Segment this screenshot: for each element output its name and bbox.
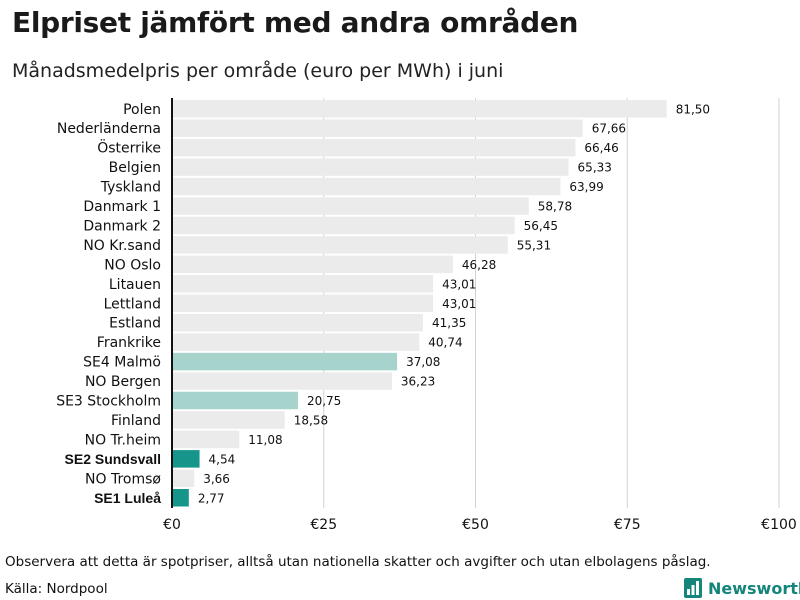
value-label: 43,01 xyxy=(442,297,476,311)
value-label: 20,75 xyxy=(307,394,341,408)
category-label: Finland xyxy=(111,413,161,429)
bar xyxy=(172,138,576,157)
bar xyxy=(172,430,240,449)
category-label: Polen xyxy=(123,102,161,118)
category-label: SE4 Malmö xyxy=(83,355,161,371)
x-tick-label: €100 xyxy=(761,517,797,533)
value-label: 81,50 xyxy=(676,102,710,116)
value-label: 37,08 xyxy=(406,355,440,369)
bar xyxy=(172,391,298,410)
category-label: NO Kr.sand xyxy=(83,238,161,254)
x-tick-label: €0 xyxy=(163,517,181,533)
bar xyxy=(172,236,508,254)
category-label: Belgien xyxy=(109,160,161,176)
value-label: 43,01 xyxy=(442,277,476,291)
category-label: Tyskland xyxy=(100,180,161,196)
value-label: 56,45 xyxy=(524,219,558,233)
bar xyxy=(172,352,398,371)
bar xyxy=(172,489,189,507)
category-label: Estland xyxy=(109,316,161,332)
category-label: NO Oslo xyxy=(104,257,161,273)
bar xyxy=(172,119,583,137)
value-label: 66,46 xyxy=(584,141,618,155)
newsworthy-logo-icon xyxy=(684,578,702,598)
value-label: 2,77 xyxy=(198,491,225,505)
x-tick-label: €25 xyxy=(310,517,337,533)
category-label: SE1 Luleå xyxy=(94,490,161,506)
bar xyxy=(172,333,420,351)
bar xyxy=(172,255,453,274)
chart-subtitle: Månadsmedelpris per område (euro per MWh… xyxy=(12,60,504,82)
value-label: 46,28 xyxy=(462,258,496,272)
bar xyxy=(172,197,529,215)
category-label: Frankrike xyxy=(97,335,161,351)
x-tick-label: €50 xyxy=(462,517,489,533)
category-label: NO Tromsø xyxy=(85,471,161,487)
value-label: 58,78 xyxy=(538,200,572,214)
category-label: NO Bergen xyxy=(85,374,161,390)
bar xyxy=(172,216,515,235)
bar xyxy=(172,450,200,468)
value-label: 4,54 xyxy=(209,452,236,466)
value-label: 40,74 xyxy=(428,336,462,350)
category-label: Litauen xyxy=(109,277,161,293)
value-label: 67,66 xyxy=(592,122,626,136)
chart-title: Elpriset jämfört med andra områden xyxy=(12,6,579,39)
category-label: Danmark 2 xyxy=(83,218,161,234)
category-label: Nederländerna xyxy=(57,121,161,137)
value-label: 55,31 xyxy=(517,238,551,252)
value-label: 63,99 xyxy=(569,180,603,194)
category-label: Lettland xyxy=(104,296,161,312)
bar xyxy=(172,275,434,293)
value-label: 65,33 xyxy=(578,161,612,175)
footnote: Observera att detta är spotpriser, allts… xyxy=(5,554,711,570)
value-label: 36,23 xyxy=(401,375,435,389)
value-label: 3,66 xyxy=(203,472,230,486)
value-label: 18,58 xyxy=(294,413,328,427)
source-note: Källa: Nordpool xyxy=(5,581,108,597)
category-label: Österrike xyxy=(97,139,161,157)
bar xyxy=(172,100,667,118)
category-label: SE2 Sundsvall xyxy=(65,451,161,467)
bar xyxy=(172,177,561,196)
bar xyxy=(172,469,195,488)
bar xyxy=(172,372,392,390)
brand-name: Newsworthy xyxy=(708,578,800,598)
bar xyxy=(172,158,569,176)
category-label: SE3 Stockholm xyxy=(56,394,161,410)
bar xyxy=(172,313,423,332)
bar xyxy=(172,411,285,429)
category-label: Danmark 1 xyxy=(83,199,161,215)
category-label: NO Tr.heim xyxy=(85,432,161,448)
value-label: 11,08 xyxy=(248,433,282,447)
x-tick-label: €75 xyxy=(614,517,641,533)
value-label: 41,35 xyxy=(432,316,466,330)
bar xyxy=(172,294,434,312)
brand-logo: Newsworthy xyxy=(684,577,800,599)
bar-chart: Polen 81,50 Nederländerna 67,66 Österrike 66,… xyxy=(56,98,797,533)
